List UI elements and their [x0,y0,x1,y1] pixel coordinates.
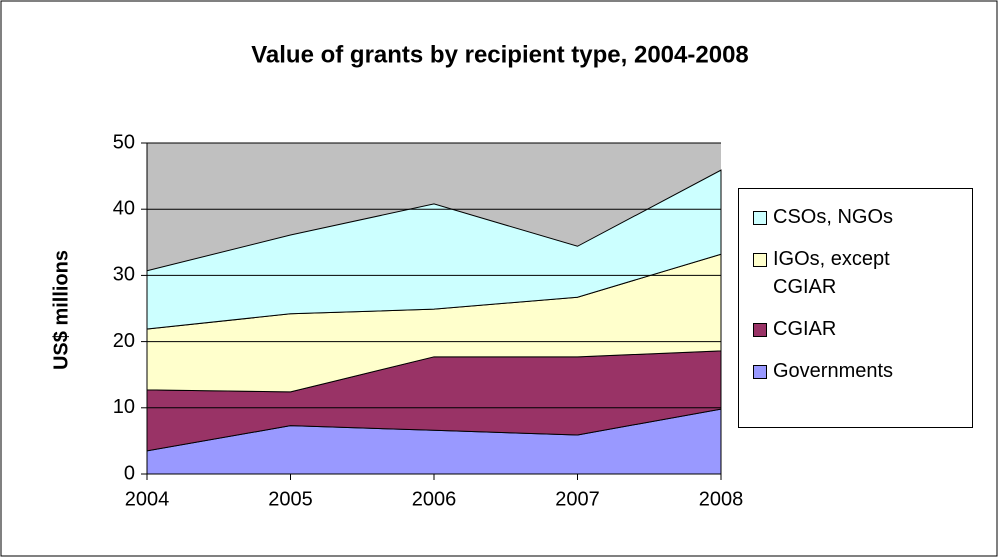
x-tick-label: 2004 [125,488,170,510]
legend-label: IGOs, except CGIAR [773,248,890,298]
chart-title: Value of grants by recipient type, 2004-… [251,41,749,68]
legend-label: CSOs, NGOs [773,206,894,228]
legend-swatch [753,323,767,337]
legend-swatch [753,365,767,379]
y-tick-label: 20 [113,330,135,352]
y-tick-label: 30 [113,264,135,286]
legend-label: Governments [773,360,894,382]
x-tick-label: 2008 [699,488,744,510]
legend-swatch [753,211,767,225]
x-tick-label: 2007 [555,488,600,510]
area [146,169,722,330]
legend-item: CGIAR [753,315,964,343]
legend: CSOs, NGOs IGOs, except CGIAR CGIAR Governm… [738,188,973,428]
legend-item: CSOs, NGOs [753,203,964,231]
legend-item: Governments [753,357,964,385]
legend-swatch [753,253,767,267]
y-tick-label: 40 [113,197,135,219]
legend-item: IGOs, except CGIAR [753,245,964,301]
x-tick-label: 2006 [412,488,457,510]
y-tick-label: 10 [113,396,135,418]
y-tick-label: 0 [124,462,135,484]
legend-label: CGIAR [773,318,837,340]
y-tick-label: 50 [113,131,135,153]
y-axis-label: US$ millions [50,250,72,370]
x-tick-label: 2005 [268,488,313,510]
